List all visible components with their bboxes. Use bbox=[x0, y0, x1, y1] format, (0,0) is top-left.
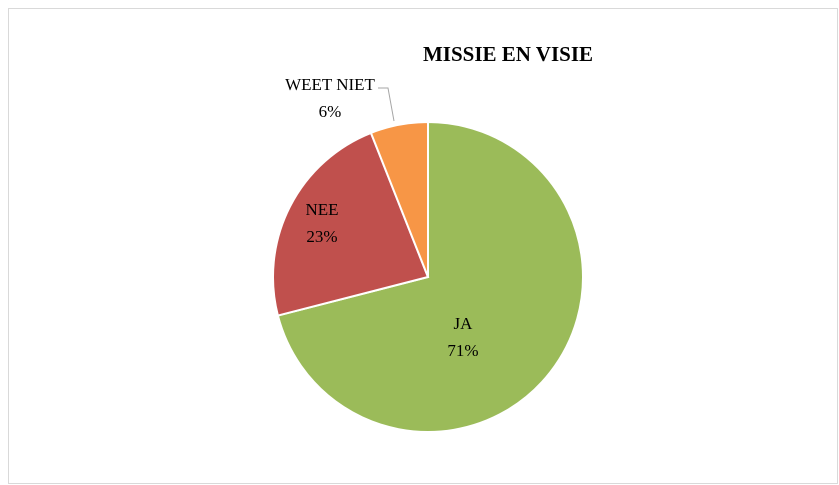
leader-line bbox=[378, 87, 395, 122]
slice-label: NEE bbox=[305, 200, 338, 219]
chart-title: MISSIE EN VISIE bbox=[423, 42, 593, 66]
pie-slice bbox=[276, 120, 584, 433]
slice-value-label: 6% bbox=[319, 102, 342, 121]
slice-label: WEET NIET bbox=[285, 75, 375, 94]
slice-value-label: 23% bbox=[306, 227, 337, 246]
pie-slice bbox=[369, 120, 429, 278]
slice-value-label: 71% bbox=[447, 341, 478, 360]
pie-slice bbox=[272, 131, 430, 317]
slice-label: JA bbox=[454, 314, 474, 333]
